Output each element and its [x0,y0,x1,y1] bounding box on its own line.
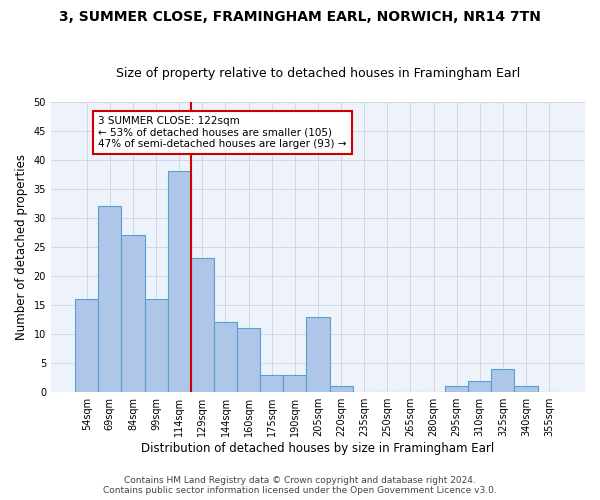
Y-axis label: Number of detached properties: Number of detached properties [15,154,28,340]
Bar [260,375,283,392]
Text: 3 SUMMER CLOSE: 122sqm
← 53% of detached houses are smaller (105)
47% of semi-de: 3 SUMMER CLOSE: 122sqm ← 53% of detached… [98,116,347,149]
Bar [468,380,491,392]
Bar [214,322,237,392]
Bar [514,386,538,392]
Bar [167,172,191,392]
Bar [445,386,468,392]
Bar [283,375,307,392]
Bar [145,299,167,392]
Bar [75,299,98,392]
Bar [329,386,353,392]
Bar [237,328,260,392]
Bar [121,235,145,392]
Bar [307,316,329,392]
Text: 3, SUMMER CLOSE, FRAMINGHAM EARL, NORWICH, NR14 7TN: 3, SUMMER CLOSE, FRAMINGHAM EARL, NORWIC… [59,10,541,24]
Text: Contains HM Land Registry data © Crown copyright and database right 2024.
Contai: Contains HM Land Registry data © Crown c… [103,476,497,495]
Bar [491,369,514,392]
Bar [191,258,214,392]
Bar [98,206,121,392]
X-axis label: Distribution of detached houses by size in Framingham Earl: Distribution of detached houses by size … [142,442,494,455]
Title: Size of property relative to detached houses in Framingham Earl: Size of property relative to detached ho… [116,66,520,80]
